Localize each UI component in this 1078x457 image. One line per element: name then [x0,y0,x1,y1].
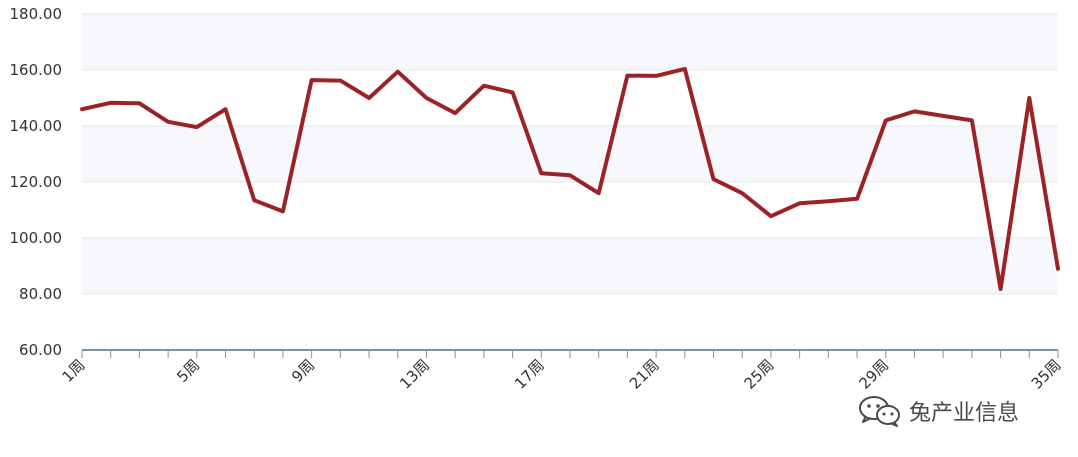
x-tick-label: 5周 [173,356,203,386]
x-tick-label: 9周 [288,356,318,386]
x-axis: 1周 5周 9周 13周 17周 21周 25周 29周 35周 [58,349,1065,393]
gridlines [82,13,1058,295]
wechat-icon [859,396,900,427]
x-tick-label: 1周 [58,356,88,386]
series-line [80,66,1060,291]
y-axis: 60.00 80.00 100.00 120.00 140.00 160.00 180.00 [10,5,63,359]
x-tick-label: 17周 [511,356,548,393]
plot-background [82,14,1058,294]
y-tick-label: 60.00 [19,341,62,359]
x-tick-label: 21周 [626,356,663,393]
y-tick-label: 180.00 [10,5,63,23]
x-tick-label: 35周 [1028,356,1065,393]
watermark-text: 兔产业信息 [909,401,1020,426]
plot-band [82,238,1058,294]
x-tick-label: 25周 [741,356,778,393]
y-tick-label: 120.00 [10,173,63,191]
y-tick-label: 140.00 [10,117,63,135]
y-tick-label: 80.00 [19,285,62,303]
plot-band [82,14,1058,70]
x-tick-label: 29周 [855,356,892,393]
x-tick-label: 13周 [396,356,433,393]
series-line-path [80,66,1060,291]
y-tick-label: 100.00 [10,229,63,247]
y-tick-label: 160.00 [10,61,63,79]
watermark: 兔产业信息 [857,393,1019,429]
